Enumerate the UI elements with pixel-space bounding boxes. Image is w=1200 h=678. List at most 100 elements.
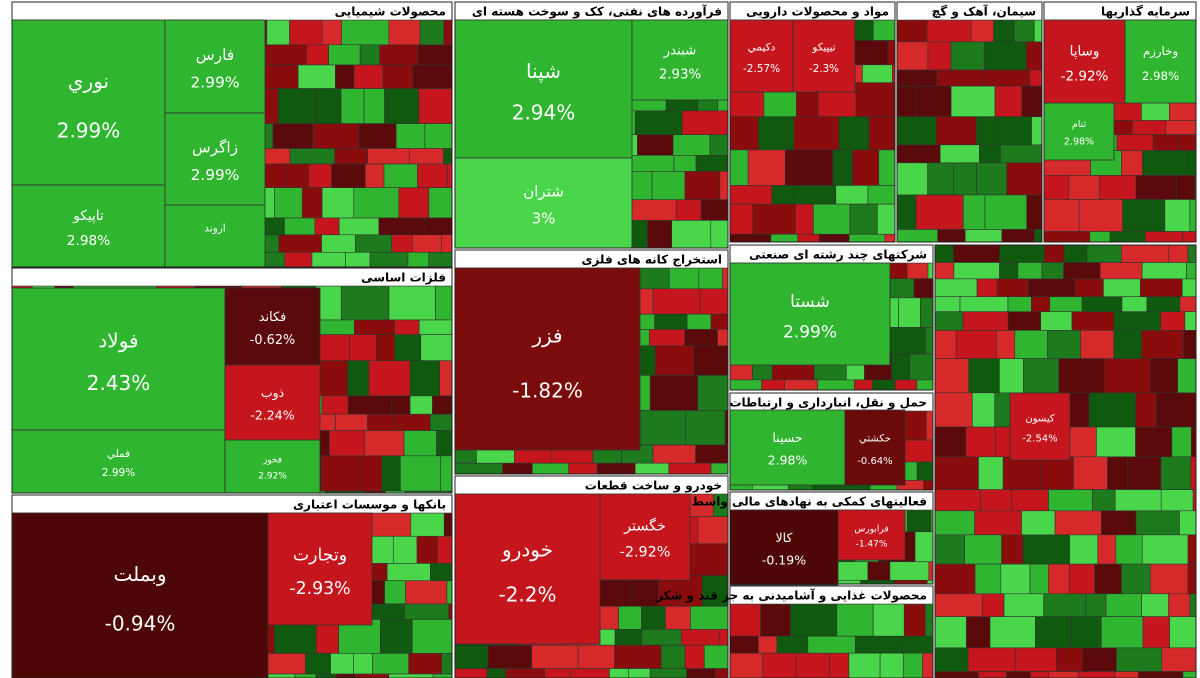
small-tile: [340, 285, 390, 321]
small-tile: [722, 267, 729, 290]
small-tile: [355, 234, 393, 253]
small-tile: [297, 64, 336, 89]
small-tile: [634, 110, 683, 136]
small-tile: [901, 635, 934, 654]
small-tile: [1092, 489, 1116, 512]
small-tile: [577, 644, 615, 669]
small-tile: [807, 635, 856, 654]
small-tile: [709, 134, 729, 156]
small-tile: [328, 44, 361, 66]
tile[interactable]: [729, 19, 794, 93]
small-tile: [1011, 489, 1049, 512]
small-tile: [345, 251, 371, 268]
small-tile: [832, 149, 853, 186]
small-tile: [416, 535, 439, 564]
small-tile: [618, 605, 642, 630]
small-tile: [903, 603, 926, 637]
tile-change: -2.93%: [289, 579, 350, 599]
tile[interactable]: [11, 19, 166, 186]
small-tile: [889, 278, 915, 299]
sector-border: [729, 1, 896, 243]
small-tile: [301, 187, 323, 219]
tile-symbol: شتران: [523, 183, 564, 201]
small-tile: [347, 360, 370, 397]
tile[interactable]: [729, 409, 846, 486]
tile[interactable]: [11, 184, 166, 268]
small-tile: [936, 69, 984, 87]
small-tile: [1168, 593, 1191, 617]
sector-title: محصولات غذایی و آشامیدنی به جز قند و شکر: [655, 588, 927, 604]
sector-title: محصولات شیمیایی: [335, 5, 446, 20]
small-tile: [1021, 510, 1056, 536]
tile[interactable]: [1124, 19, 1197, 104]
tile[interactable]: [454, 157, 633, 249]
small-tile: [437, 535, 453, 564]
tile-symbol: كالا: [776, 530, 793, 545]
sector-border: [11, 267, 453, 494]
tile[interactable]: [267, 512, 373, 626]
tile-change: -1.82%: [512, 378, 583, 402]
tile[interactable]: [631, 19, 729, 101]
tile[interactable]: [164, 204, 266, 268]
tile[interactable]: [454, 19, 633, 159]
small-tile: [386, 563, 431, 582]
tile-symbol: شپنا: [526, 59, 561, 84]
small-tile: [1168, 244, 1189, 263]
small-tile: [1186, 262, 1197, 280]
tile[interactable]: [837, 509, 906, 561]
small-tile: [652, 444, 696, 464]
sector-border: [729, 392, 934, 491]
tile-symbol: فارس: [196, 46, 235, 64]
tile[interactable]: [1043, 19, 1126, 104]
tile[interactable]: [844, 409, 906, 486]
small-tile: [349, 334, 377, 362]
small-tile: [872, 603, 905, 637]
tile[interactable]: [599, 493, 691, 581]
small-tile: [937, 229, 966, 243]
tile[interactable]: [164, 19, 266, 114]
small-tile: [353, 653, 373, 675]
small-tile: [398, 187, 430, 219]
small-tile: [502, 462, 533, 475]
tile[interactable]: [1009, 392, 1071, 461]
tile-symbol: خودرو: [501, 538, 553, 562]
tile[interactable]: [224, 364, 321, 441]
tile[interactable]: [1043, 102, 1115, 161]
small-tile: [862, 64, 893, 84]
tile[interactable]: [11, 287, 226, 431]
small-tile: [1121, 296, 1148, 313]
small-tile: [372, 653, 410, 675]
tile-symbol: وخارزم: [1143, 44, 1178, 59]
small-tile: [1006, 671, 1031, 678]
tile-symbol: خگستر: [623, 518, 666, 535]
tile[interactable]: [729, 509, 839, 586]
tile[interactable]: [729, 262, 891, 366]
sector-border: [896, 1, 1043, 243]
small-tile: [1078, 671, 1116, 678]
small-tile: [1116, 134, 1154, 151]
small-tile: [925, 327, 934, 355]
small-tile: [1183, 330, 1197, 359]
tile[interactable]: [224, 439, 321, 494]
small-tile: [409, 395, 433, 415]
tile[interactable]: [11, 512, 269, 678]
tile[interactable]: [792, 19, 856, 93]
small-tile: [649, 668, 687, 678]
small-tile: [1141, 330, 1184, 359]
small-tile: [440, 455, 453, 492]
small-tile: [729, 652, 764, 678]
tile[interactable]: [454, 493, 601, 645]
small-tile: [982, 69, 1031, 87]
small-tile: [400, 455, 441, 492]
tile[interactable]: [11, 429, 226, 494]
sector-border: [11, 494, 453, 678]
small-tile: [964, 229, 1003, 243]
small-tile: [891, 353, 911, 381]
small-tile: [1161, 647, 1197, 672]
tile[interactable]: [164, 112, 266, 206]
tile[interactable]: [454, 267, 641, 451]
small-tile: [896, 19, 928, 43]
small-tile: [628, 668, 651, 678]
tile[interactable]: [224, 287, 321, 366]
small-tile: [1109, 231, 1146, 243]
